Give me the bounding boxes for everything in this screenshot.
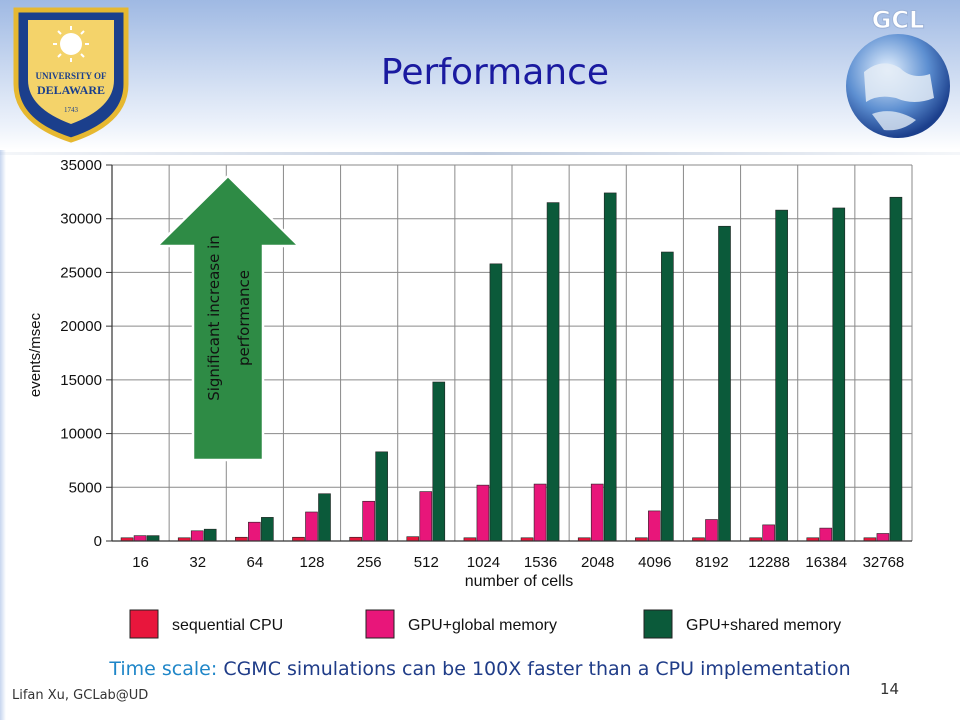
legend-label: GPU+global memory <box>408 617 557 634</box>
legend-swatch <box>643 609 673 639</box>
page-number: 14 <box>880 680 900 698</box>
caption-keyword: Time scale: <box>109 658 218 680</box>
bar <box>419 491 433 542</box>
axes-layer <box>106 164 912 542</box>
bar <box>190 530 204 542</box>
bar <box>832 207 846 542</box>
university-of-delaware-logo: UNIVERSITY OF DELAWARE 1743 <box>13 7 129 143</box>
bar <box>876 533 890 542</box>
x-tick-label: 16384 <box>805 554 847 571</box>
header-rule <box>0 152 960 155</box>
up-arrow-icon <box>153 174 303 462</box>
x-tick-label: 128 <box>299 554 324 571</box>
bar <box>489 263 503 542</box>
bar <box>476 484 490 542</box>
slide-caption: Time scale: CGMC simulations can be 100X… <box>0 658 960 680</box>
bar <box>261 517 274 542</box>
y-tick-label: 10000 <box>60 426 102 443</box>
bar <box>318 493 331 542</box>
svg-text:UNIVERSITY OF: UNIVERSITY OF <box>36 71 107 81</box>
bar <box>248 521 261 542</box>
svg-text:GCL: GCL <box>872 6 925 34</box>
left-edge-decoration <box>0 150 6 720</box>
legend-swatch <box>129 609 159 639</box>
labels-layer: 0 5000 10000 15000 20000 25000 30000 35000 16 32 6… <box>60 157 904 571</box>
x-tick-label: 32 <box>189 554 206 571</box>
x-tick-label: 512 <box>414 554 439 571</box>
x-tick-label: 256 <box>357 554 382 571</box>
x-tick-label: 2048 <box>581 554 614 571</box>
footer-author: Lifan Xu, GCLab@UD <box>12 688 149 703</box>
legend-swatch <box>365 609 395 639</box>
bar <box>819 527 833 542</box>
legend-label: GPU+shared memory <box>686 617 841 634</box>
bar <box>203 528 217 542</box>
bar <box>705 519 718 542</box>
bar <box>546 202 560 542</box>
performance-increase-arrow: Significant increase in performance <box>153 174 303 462</box>
legend-label: sequential CPU <box>172 617 283 634</box>
bar <box>362 500 375 542</box>
arrow-annotation-line2: performance <box>235 270 253 366</box>
slide-title: Performance <box>380 52 610 93</box>
arrow-annotation-line1: Significant increase in <box>205 235 223 401</box>
x-tick-label: 12288 <box>748 554 790 571</box>
y-tick-label: 20000 <box>60 318 102 335</box>
svg-text:DELAWARE: DELAWARE <box>37 83 105 97</box>
bar <box>533 483 547 542</box>
bar <box>775 209 788 542</box>
x-tick-label: 32768 <box>863 554 905 571</box>
bar <box>133 535 147 542</box>
gcl-globe-logo: GCL <box>846 6 950 138</box>
y-tick-label: 15000 <box>60 372 102 389</box>
svg-text:1743: 1743 <box>64 106 79 114</box>
chart-legend: sequential CPU GPU+global memory GPU+share… <box>129 609 841 639</box>
y-tick-label: 35000 <box>60 157 102 174</box>
bar <box>375 451 388 542</box>
x-tick-label: 8192 <box>695 554 728 571</box>
x-tick-label: 1024 <box>467 554 500 571</box>
y-tick-label: 30000 <box>60 211 102 228</box>
bar <box>590 483 604 542</box>
x-tick-label: 64 <box>247 554 264 571</box>
bar <box>305 511 318 542</box>
bar <box>406 536 420 542</box>
caption-text: CGMC simulations can be 100X faster than… <box>217 658 851 680</box>
bar <box>889 196 903 542</box>
bar <box>661 251 674 542</box>
bar <box>603 192 617 542</box>
header-band <box>0 0 960 150</box>
y-tick-label: 5000 <box>69 479 102 496</box>
bar <box>432 381 446 542</box>
bar <box>718 225 731 542</box>
x-axis-label: number of cells <box>465 573 574 590</box>
y-tick-label: 25000 <box>60 264 102 281</box>
bar <box>648 510 661 542</box>
y-tick-label: 0 <box>94 533 102 550</box>
y-axis-label: events/msec <box>27 312 44 397</box>
bar <box>762 524 775 542</box>
x-tick-label: 4096 <box>638 554 671 571</box>
bar <box>146 535 160 542</box>
x-tick-label: 16 <box>132 554 149 571</box>
x-tick-label: 1536 <box>524 554 557 571</box>
